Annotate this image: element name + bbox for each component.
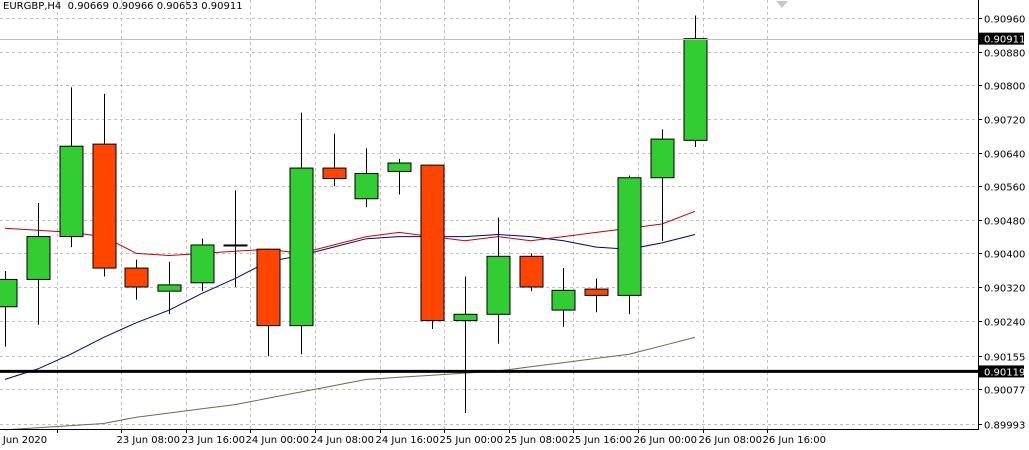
candle[interactable] — [683, 15, 708, 148]
time-tick-label: 25 Jun 16:00 — [569, 435, 633, 446]
support-price-label-box — [979, 365, 1024, 378]
time-tick-label: 23 Jun 16:00 — [182, 435, 246, 446]
candle-body[interactable] — [26, 236, 51, 280]
price-tick-label: 0.90480 — [984, 217, 1025, 228]
symbol-label: EURGBP,H4 — [3, 1, 62, 12]
candle-body[interactable] — [157, 284, 182, 292]
ma-mid-line — [4, 233, 696, 380]
price-tick-label: 0.90077 — [984, 386, 1025, 397]
time-tick-label: 22 Jun 2020 — [0, 435, 47, 446]
candle-body[interactable] — [0, 278, 18, 308]
chart-shift-marker-icon[interactable] — [776, 1, 788, 8]
candle[interactable] — [486, 217, 511, 344]
time-tick-label: 26 Jun 08:00 — [699, 435, 763, 446]
current-price-label-box — [979, 32, 1024, 45]
candle[interactable] — [157, 261, 182, 315]
time-tick-label: 26 Jun 16:00 — [763, 435, 827, 446]
horizontal-lines[interactable] — [0, 39, 978, 373]
candle[interactable] — [420, 164, 445, 329]
candle[interactable] — [387, 158, 412, 195]
candle-body[interactable] — [322, 167, 347, 180]
time-tick-label: 24 Jun 00:00 — [246, 435, 310, 446]
time-tick-label: 24 Jun 16:00 — [376, 435, 440, 446]
support-price-label: 0.90119 — [979, 365, 1025, 378]
candle[interactable] — [289, 112, 314, 355]
candle[interactable] — [617, 175, 642, 315]
price-tick-label: 0.90155 — [984, 353, 1025, 364]
moving-averages — [4, 210, 696, 431]
price-tick-label: 0.90240 — [984, 318, 1025, 329]
candle-body[interactable] — [223, 244, 248, 247]
time-tick-label: 24 Jun 08:00 — [311, 435, 375, 446]
candle-body[interactable] — [584, 288, 609, 296]
price-tick-label: 0.90320 — [984, 284, 1025, 295]
candle-body[interactable] — [92, 143, 117, 269]
candle[interactable] — [26, 202, 51, 325]
time-tick-label: 23 Jun 08:00 — [117, 435, 181, 446]
ma-slow-line — [4, 336, 696, 431]
time-tick-label: 26 Jun 00:00 — [634, 435, 698, 446]
candle[interactable] — [354, 148, 379, 208]
candle-body[interactable] — [256, 248, 281, 327]
candle[interactable] — [0, 271, 18, 347]
candle-body[interactable] — [289, 167, 314, 327]
price-tick-label: 0.90560 — [984, 183, 1025, 194]
candle[interactable] — [584, 278, 609, 313]
price-tick-label: 0.90800 — [984, 82, 1025, 93]
candle[interactable] — [124, 259, 149, 300]
candle-body[interactable] — [453, 313, 478, 322]
candle-body[interactable] — [387, 162, 412, 172]
candle[interactable] — [519, 253, 544, 292]
candle[interactable] — [551, 268, 576, 327]
candle-body[interactable] — [683, 38, 708, 141]
candle[interactable] — [256, 248, 281, 357]
candle-body[interactable] — [519, 255, 544, 288]
ma-fast-line — [4, 210, 696, 257]
ohlc-values: 0.90669 0.90966 0.90653 0.90911 — [67, 1, 243, 12]
price-tick-label: 0.90880 — [984, 49, 1025, 60]
candle-body[interactable] — [551, 289, 576, 311]
candle-body[interactable] — [650, 138, 675, 179]
candle-body[interactable] — [486, 255, 511, 315]
candles[interactable] — [0, 15, 708, 414]
grid — [0, 0, 978, 429]
candle[interactable] — [453, 276, 478, 414]
candle-body[interactable] — [190, 244, 215, 284]
price-tick-label: 0.89993 — [984, 421, 1025, 432]
price-tick-label: 0.90720 — [984, 116, 1025, 127]
price-axis[interactable]: 0.90960 0.90880 0.90800 0.90720 0.90640 0.905… — [0, 0, 1025, 432]
candle-body[interactable] — [59, 145, 84, 238]
price-tick-label: 0.90640 — [984, 150, 1025, 161]
current-price-label-text: 0.90911 — [984, 35, 1025, 46]
current-price-label: 0.90911 — [979, 32, 1025, 46]
candle-body[interactable] — [617, 177, 642, 296]
time-tick-label: 25 Jun 08:00 — [505, 435, 569, 446]
candle[interactable] — [223, 190, 248, 287]
candle-body[interactable] — [124, 267, 149, 288]
candle[interactable] — [650, 129, 675, 241]
price-tick-label: 0.90400 — [984, 250, 1025, 261]
candle[interactable] — [59, 87, 84, 248]
candle[interactable] — [190, 238, 215, 292]
candle-body[interactable] — [354, 173, 379, 200]
time-tick-label: 25 Jun 00:00 — [440, 435, 504, 446]
support-price-label-text: 0.90119 — [984, 367, 1025, 378]
candle[interactable] — [92, 93, 117, 277]
candle-body[interactable] — [420, 164, 445, 322]
price-tick-label: 0.90960 — [984, 15, 1025, 26]
symbol-header: EURGBP,H4 0.90669 0.90966 0.90653 0.9091… — [3, 1, 243, 12]
candle[interactable] — [322, 133, 347, 187]
